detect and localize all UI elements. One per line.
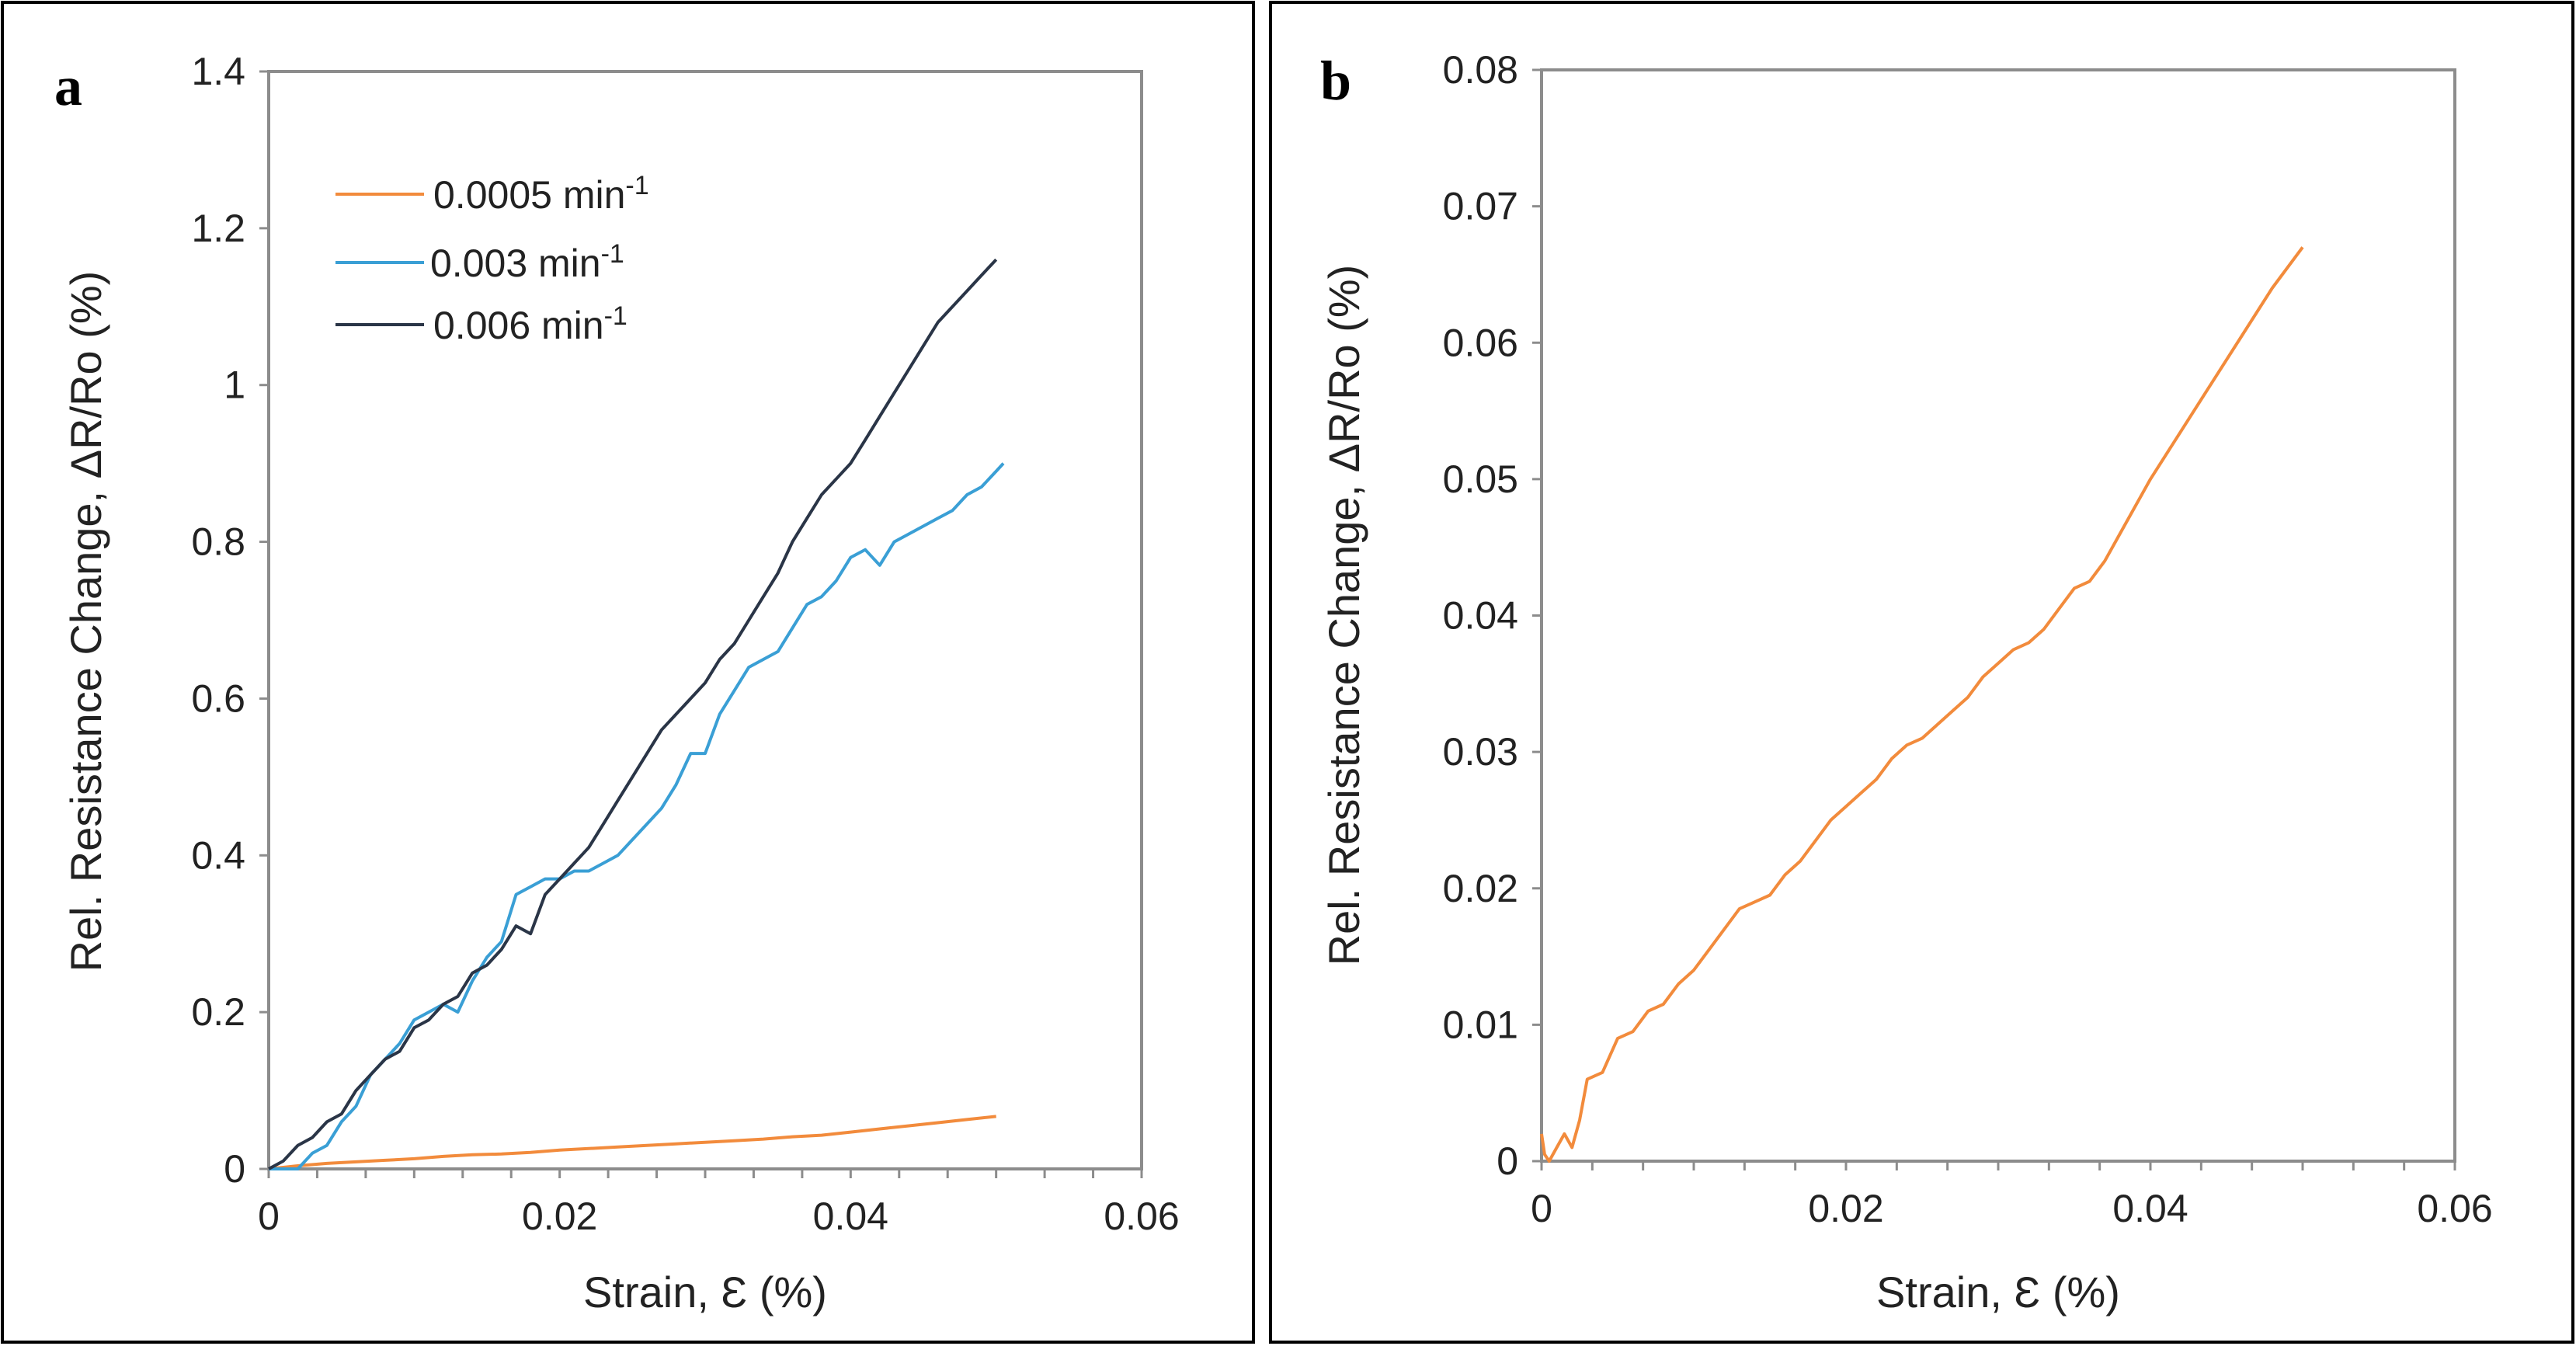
x-tick-label: 0.04 [2112, 1187, 2188, 1230]
panel-a-y-axis-title: Rel. Resistance Change, ΔR/Ro (%) [61, 271, 110, 972]
series-line-0 [1540, 246, 2304, 1163]
x-tick-label: 0 [258, 1195, 280, 1238]
series-line-0 [268, 1115, 996, 1170]
x-tick-label: 0.06 [1104, 1195, 1179, 1238]
panel-b-plot-area [1540, 68, 2456, 1163]
y-tick-label: 0.02 [1443, 867, 1518, 910]
panel-b-frame [1269, 1, 2574, 1344]
y-tick-label: 0 [224, 1147, 245, 1191]
panel-a-plot-area [267, 70, 1143, 1170]
y-tick-label: 0.03 [1443, 730, 1518, 774]
panel-a-y-ticks: 0 0.2 0.4 0.6 0.8 1 1.2 1.4 [191, 50, 269, 1191]
series-line-1 [269, 462, 1005, 1170]
panel-b-x-axis-title: Strain, Ɛ (%) [1876, 1268, 2120, 1316]
x-tick-label: 0 [1531, 1187, 1552, 1230]
panel-b: b 0 0.01 0.02 0.03 0.04 0.05 0.06 0.07 0.08 0 0.0… [1319, 48, 2493, 1316]
legend-label-2: 0.006 min-1 [433, 301, 627, 347]
x-tick-label: 0.04 [813, 1195, 888, 1238]
y-tick-label: 1 [224, 363, 245, 407]
panel-b-x-ticks: 0 0.02 0.04 0.06 [1531, 1161, 2493, 1230]
panel-a-x-axis-title: Strain, Ɛ (%) [583, 1268, 827, 1316]
y-tick-label: 0.04 [1443, 594, 1518, 638]
y-tick-label: 0.01 [1443, 1003, 1518, 1046]
series-line-2 [268, 258, 998, 1170]
panel-a-series [268, 258, 1005, 1170]
panel-a-frame [1, 1, 1255, 1344]
panel-a-x-ticks: 0 0.02 0.04 0.06 [258, 1169, 1180, 1238]
y-tick-label: 0.6 [191, 676, 245, 720]
y-tick-label: 0.8 [191, 520, 245, 564]
panel-a: a 0 0.2 0.4 0.6 0.8 1 1.2 1.4 0 0.02 0.04 0.06 Str… [54, 50, 1180, 1316]
panel-a-label: a [54, 55, 82, 117]
x-tick-label: 0.06 [2417, 1187, 2492, 1230]
panel-b-label: b [1320, 50, 1351, 112]
panel-b-y-axis-title: Rel. Resistance Change, ΔR/Ro (%) [1319, 265, 1368, 966]
y-tick-label: 0.4 [191, 833, 245, 877]
y-tick-label: 0.08 [1443, 48, 1518, 92]
y-tick-label: 0.06 [1443, 321, 1518, 364]
legend: 0.0005 min-1 0.003 min-1 0.006 min-1 [335, 171, 649, 347]
x-tick-label: 0.02 [1808, 1187, 1883, 1230]
y-tick-label: 1.4 [191, 50, 245, 93]
y-tick-label: 0 [1497, 1139, 1518, 1183]
legend-label-1: 0.003 min-1 [430, 239, 624, 285]
y-tick-label: 0.05 [1443, 457, 1518, 501]
y-tick-label: 0.2 [191, 990, 245, 1034]
panel-b-y-ticks: 0 0.01 0.02 0.03 0.04 0.05 0.06 0.07 0.08 [1443, 48, 1542, 1183]
legend-label-0: 0.0005 min-1 [433, 171, 649, 217]
y-tick-label: 1.2 [191, 207, 245, 250]
y-tick-label: 0.07 [1443, 185, 1518, 228]
x-tick-label: 0.02 [522, 1195, 597, 1238]
panel-b-series [1540, 246, 2304, 1163]
